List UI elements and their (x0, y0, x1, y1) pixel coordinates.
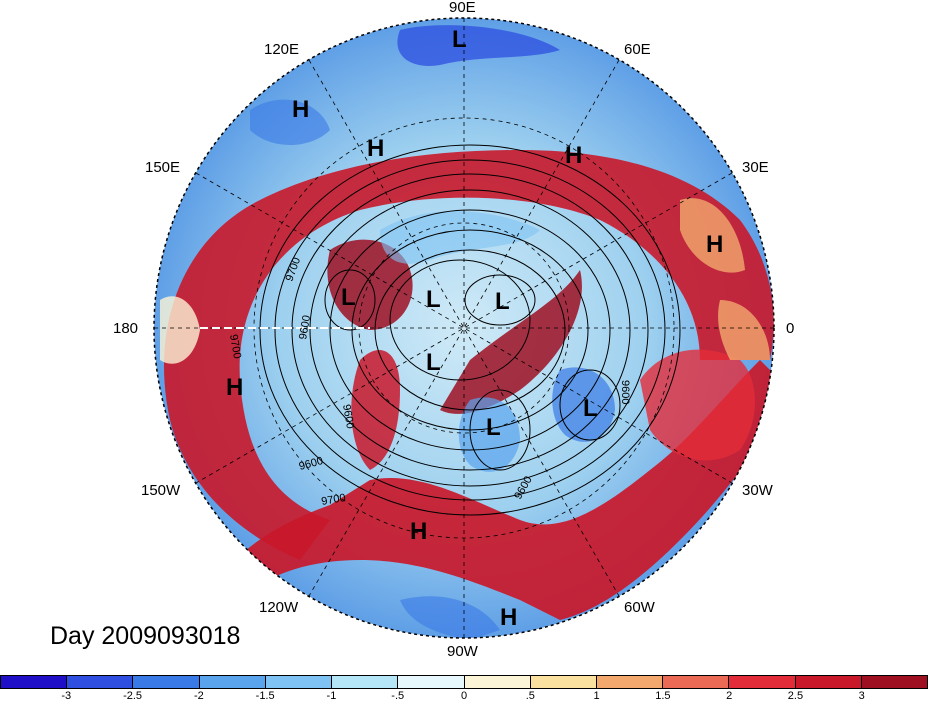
low-marker: L (426, 349, 441, 376)
lon-label-30e: 30E (742, 159, 769, 176)
colorbar-tick-label: -3 (61, 690, 72, 702)
colorbar (0, 675, 928, 689)
date-title: Day 2009093018 (50, 622, 241, 650)
colorbar-swatch (265, 676, 333, 688)
colorbar-swatch (530, 676, 597, 688)
low-marker: L (495, 288, 510, 315)
lon-label-150e: 150E (145, 159, 181, 176)
high-marker: H (500, 604, 518, 631)
colorbar-swatch (398, 676, 465, 688)
low-marker: L (426, 286, 441, 313)
lon-label-150w: 150W (141, 482, 181, 499)
colorbar-tick-label: 3 (858, 690, 865, 702)
colorbar-swatch (67, 676, 134, 688)
contour-label-7: 9600 (619, 380, 631, 404)
lon-label-60e: 60E (624, 41, 651, 58)
colorbar-swatch (729, 676, 796, 688)
colorbar-tick-label: 2 (726, 690, 733, 702)
lon-label-180: 180 (113, 320, 139, 337)
high-marker: H (565, 142, 583, 169)
colorbar-tick-label: -1 (326, 690, 337, 702)
lon-label-30w: 30W (742, 482, 773, 499)
colorbar-tick-label: -.5 (391, 690, 405, 702)
colorbar-tick-label: .5 (525, 690, 535, 702)
colorbar-tick-label: 2.5 (787, 690, 804, 702)
high-marker: H (226, 374, 244, 401)
lon-label-60w: 60W (624, 599, 655, 616)
low-marker: L (341, 284, 356, 311)
colorbar-swatch (1, 676, 68, 688)
contour-label-8: 9700 (320, 492, 346, 508)
colorbar-tick-label: -1.5 (255, 690, 275, 702)
height-contours (259, 144, 681, 516)
low-marker: L (486, 414, 501, 441)
high-marker: H (367, 135, 385, 162)
colorbar-tick-label: 0 (460, 690, 468, 702)
contour-label-4: 9600 (340, 403, 356, 429)
low-marker: L (583, 395, 598, 422)
colorbar-swatch (795, 676, 862, 688)
lon-label-120e: 120E (264, 41, 300, 58)
low-marker: L (452, 26, 467, 53)
colorbar-tick-label: -2.5 (123, 690, 143, 702)
colorbar-tick-label: 1 (593, 690, 600, 702)
colorbar-swatch (199, 676, 266, 688)
high-marker: H (410, 518, 428, 545)
colorbar-tick-label: 1.5 (655, 690, 671, 702)
colorbar-swatch (596, 676, 664, 688)
colorbar-swatch (663, 676, 730, 688)
contour-label-3: 9700 (227, 333, 243, 359)
contour-label-2: 9600 (297, 314, 313, 340)
high-marker: H (706, 231, 724, 258)
colorbar-swatch (861, 676, 928, 688)
map-border (153, 17, 775, 639)
colorbar-swatch (332, 676, 399, 688)
high-marker: H (292, 96, 310, 123)
colorbar-tick-label: -2 (193, 690, 204, 702)
lon-label-120w: 120W (259, 599, 299, 616)
colorbar-swatch (464, 676, 531, 688)
anomaly-shading (160, 25, 774, 638)
lon-label-0: 0 (786, 320, 795, 337)
lon-label-90e: 90E (449, 0, 476, 16)
lon-label-90w: 90W (447, 643, 478, 660)
colorbar-swatch (133, 676, 200, 688)
